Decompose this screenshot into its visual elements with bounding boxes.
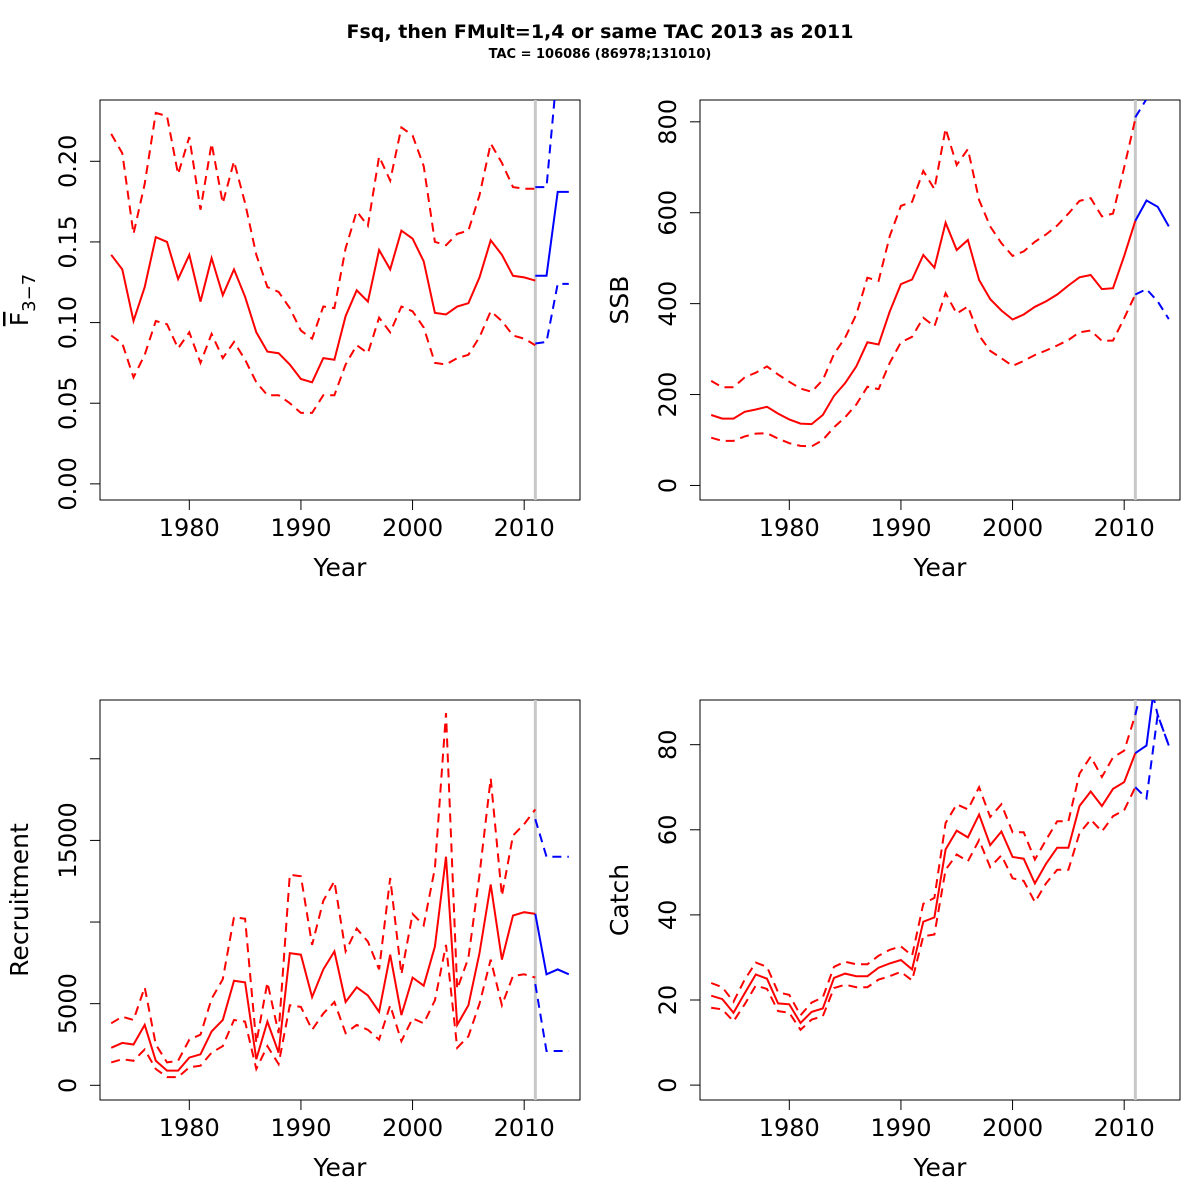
y-tick-label: 15000	[54, 802, 82, 878]
y-axis-title: Recruitment	[5, 823, 34, 977]
y-axis-title: SSB	[605, 276, 634, 325]
panel-catch: 1980 1990 2000 2010 0 20 40 60 80 Year Catch	[605, 699, 1181, 1182]
y-tick-label: 0.05	[54, 377, 82, 430]
series-estimate-line	[110, 856, 536, 1072]
y-tick-label: 20	[654, 985, 682, 1016]
panel-fbar: 1980 1990 2000 2010 0.00 0.05 0.10 0.15 0.20 Year…	[5, 99, 581, 582]
x-tick-label: 2010	[494, 1114, 555, 1142]
y-tick-label: 0	[654, 478, 682, 493]
x-axis-title: Year	[913, 1153, 968, 1182]
forecast-estimate-line	[534, 913, 570, 976]
series-lower-line	[710, 290, 1137, 448]
y-tick-label: 200	[654, 372, 682, 418]
chart-title: Fsq, then FMult=1,4 or same TAC 2013 as …	[346, 21, 854, 43]
x-tick-label: 1980	[159, 1114, 220, 1142]
y-tick-label: 40	[654, 900, 682, 931]
forecast-lower-line	[535, 282, 569, 345]
y-tick-label: 0.00	[54, 457, 82, 510]
y-tick-label: 400	[654, 281, 682, 327]
chart-subtitle: TAC = 106086 (86978;131010)	[488, 47, 712, 62]
forecast-upper-line	[1134, 100, 1148, 118]
series-lower-line	[110, 305, 536, 414]
forecast-lower-line	[534, 983, 569, 1052]
x-tick-label: 2010	[1094, 1114, 1155, 1142]
series-estimate-line	[710, 752, 1137, 1025]
forecast-lower-line	[1134, 714, 1170, 801]
y-tick-label: 0.15	[54, 215, 82, 268]
y-tick-label: 0	[654, 1077, 682, 1092]
series-lower-line	[711, 786, 1137, 1032]
series-group	[110, 100, 569, 414]
x-axis-title: Year	[913, 553, 968, 582]
forecast-estimate-line	[535, 190, 569, 277]
y-tick-label: 0	[54, 1078, 82, 1093]
y-tick-label: 0.20	[54, 135, 82, 188]
y-tick-label: 80	[654, 729, 682, 760]
y-tick-label: 0.10	[54, 296, 82, 349]
x-axis-title: Year	[313, 553, 368, 582]
plot-frame	[99, 99, 581, 501]
series-upper-line	[110, 713, 537, 1064]
forecast-upper-line	[535, 100, 556, 189]
x-axis-title: Year	[313, 1153, 368, 1182]
series-lower-line	[110, 944, 536, 1079]
y-axis-title: F3−7	[5, 274, 40, 326]
forecast-estimate-line	[1134, 199, 1170, 227]
x-tick-label: 2010	[494, 514, 555, 542]
plot-frame	[699, 99, 1181, 501]
series-group	[710, 100, 1170, 448]
x-tick-label: 1990	[870, 514, 931, 542]
plot-frame	[699, 699, 1181, 1101]
series-estimate-line	[110, 228, 536, 384]
series-upper-line	[110, 111, 536, 341]
y-tick-label: 60	[654, 815, 682, 846]
series-upper-line	[710, 714, 1137, 1018]
x-tick-label: 1990	[270, 514, 331, 542]
forecast-estimate-line	[1134, 700, 1154, 755]
x-tick-label: 1980	[759, 514, 820, 542]
series-group	[110, 713, 570, 1079]
panel-recruitment: 1980 1990 2000 2010 0 5000 15000 Year Recruitmen…	[5, 699, 581, 1182]
x-tick-label: 1980	[759, 1114, 820, 1142]
y-tick-label: 800	[654, 99, 682, 145]
x-tick-label: 1990	[270, 1114, 331, 1142]
forecast-upper-line	[534, 818, 569, 858]
y-tick-label: 600	[654, 190, 682, 236]
forecast-lower-line	[1134, 287, 1170, 320]
plot-frame	[99, 699, 581, 1101]
x-tick-label: 2000	[982, 1114, 1043, 1142]
forecast-upper-line	[1134, 700, 1170, 746]
series-upper-line	[710, 118, 1137, 393]
series-group	[710, 700, 1170, 1032]
x-tick-label: 2000	[382, 514, 443, 542]
x-tick-label: 2000	[982, 514, 1043, 542]
y-tick-label: 5000	[54, 973, 82, 1034]
x-tick-label: 1980	[159, 514, 220, 542]
x-tick-label: 1990	[870, 1114, 931, 1142]
panel-ssb: 1980 1990 2000 2010 0 200 400 600 800 Year SSB	[605, 99, 1181, 582]
x-tick-label: 2000	[382, 1114, 443, 1142]
x-tick-label: 2010	[1094, 514, 1155, 542]
y-axis-title: Catch	[605, 864, 634, 936]
series-estimate-line	[710, 219, 1137, 426]
